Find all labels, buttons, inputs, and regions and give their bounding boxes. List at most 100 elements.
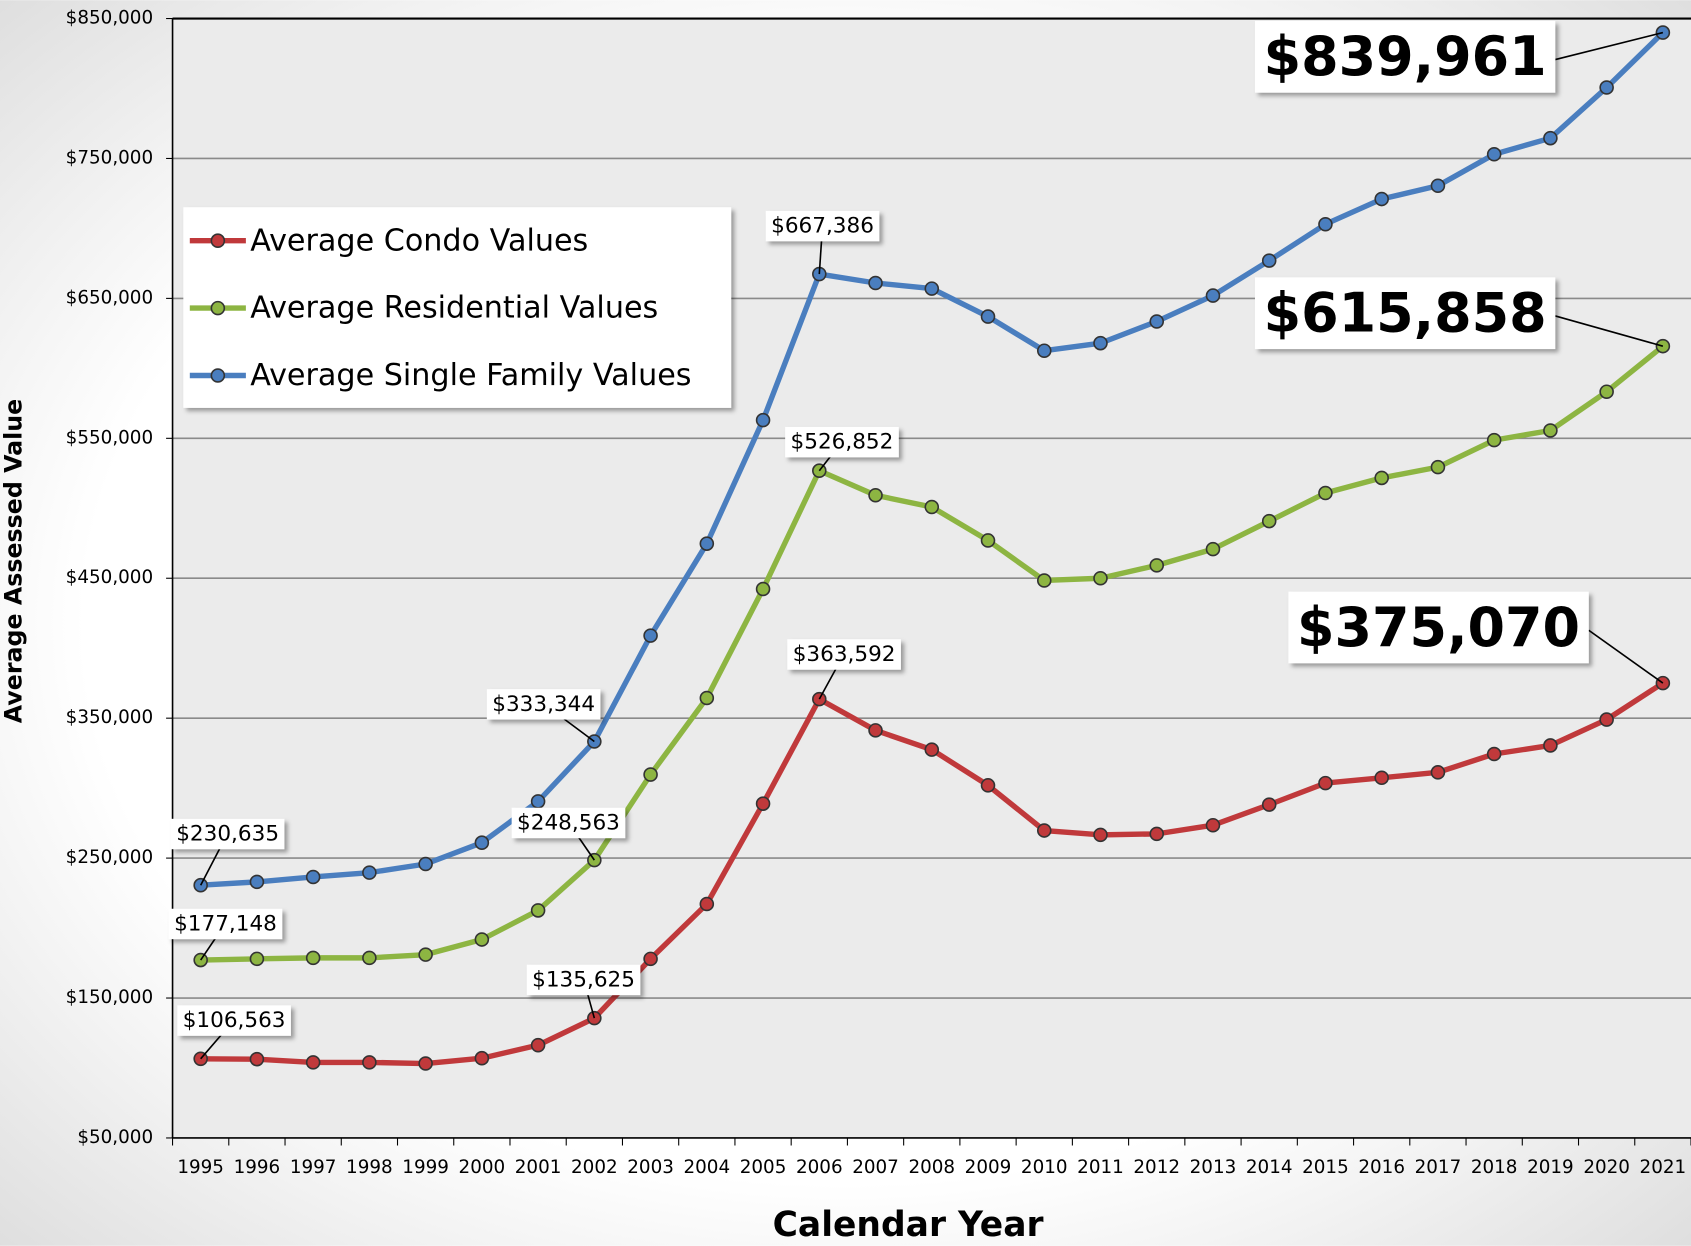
data-label-text: $230,635 [176, 822, 279, 847]
point [1599, 712, 1614, 727]
x-tick-label: 2014 [1246, 1157, 1293, 1178]
point [1430, 459, 1446, 475]
y-tick-label: $150,000 [66, 987, 153, 1008]
legend-box [183, 207, 732, 408]
point [643, 951, 658, 967]
data-label: $177,148 [168, 908, 283, 961]
x-tick-label: 2018 [1471, 1157, 1518, 1178]
x-tick-label: 2019 [1527, 1157, 1574, 1178]
label-box [511, 807, 626, 839]
legend-label: Average Single Family Values [250, 358, 691, 393]
point [1599, 80, 1614, 95]
data-label: $135,625 [526, 964, 641, 1019]
leader-line [1555, 31, 1664, 61]
point [924, 742, 940, 757]
point [755, 581, 771, 597]
point [868, 723, 883, 738]
point [418, 856, 433, 872]
point [868, 487, 883, 503]
point [530, 1037, 546, 1053]
point [474, 1050, 490, 1066]
point [1205, 541, 1221, 557]
x-axis-title: Calendar Year [773, 1205, 1044, 1245]
x-tick-label: 1998 [346, 1157, 393, 1178]
data-label-text: $363,592 [793, 642, 896, 667]
point [699, 536, 715, 551]
point [474, 932, 490, 947]
y-tick-label: $250,000 [66, 847, 153, 868]
label-box [486, 689, 601, 720]
data-label-text: $667,386 [771, 214, 874, 239]
point [193, 877, 208, 893]
point [1149, 314, 1165, 329]
point [193, 952, 208, 968]
y-tick-label: $450,000 [66, 567, 153, 588]
label-box [526, 964, 641, 996]
point [249, 951, 265, 967]
data-label-text: $106,563 [183, 1008, 286, 1033]
point [1374, 470, 1389, 486]
legend-marker [210, 233, 226, 248]
point [699, 896, 715, 912]
x-tick-label: 1999 [402, 1157, 449, 1178]
label-box [765, 210, 880, 242]
x-tick-label: 2001 [515, 1157, 562, 1178]
x-tick-label: 2017 [1415, 1157, 1462, 1178]
x-tick-label: 2003 [627, 1157, 674, 1178]
x-tick-label: 2010 [1021, 1157, 1068, 1178]
x-tick-label: 1996 [234, 1157, 281, 1178]
x-tick-label: 2021 [1640, 1157, 1687, 1178]
data-label: $839,961 [1254, 20, 1664, 93]
data-label: $248,563 [511, 807, 626, 861]
point [1599, 384, 1614, 399]
legend-marker [210, 300, 226, 316]
point [587, 734, 602, 749]
point [1543, 738, 1558, 753]
point [1205, 817, 1221, 833]
point [1543, 423, 1558, 438]
data-label-text: $177,148 [174, 911, 277, 936]
point [1543, 130, 1558, 146]
point [1205, 288, 1221, 303]
label-box [1288, 591, 1589, 664]
y-tick-label: $850,000 [66, 8, 153, 29]
point [418, 1056, 433, 1071]
point [1261, 513, 1277, 529]
data-label: $526,852 [785, 426, 899, 472]
point [924, 281, 940, 296]
point [1036, 573, 1052, 588]
label-box [170, 818, 285, 850]
data-label-text: $526,852 [791, 430, 894, 455]
point [755, 412, 771, 428]
point [1486, 432, 1502, 448]
data-label: $615,858 [1254, 277, 1664, 350]
x-tick-label: 2012 [1133, 1157, 1180, 1178]
label-box [168, 908, 283, 940]
point [1036, 343, 1052, 359]
x-tick-label: 1997 [290, 1157, 337, 1178]
leader-line [1555, 315, 1664, 347]
legend-label: Average Residential Values [250, 291, 658, 326]
y-tick-label: $50,000 [77, 1127, 153, 1148]
x-tick-label: 2016 [1358, 1157, 1405, 1178]
point [1655, 25, 1671, 40]
x-tick-label: 1995 [177, 1157, 224, 1178]
point [755, 796, 771, 811]
x-tick-label: 2009 [965, 1157, 1012, 1178]
point [1430, 765, 1446, 780]
point [924, 499, 940, 515]
data-label-text: $333,344 [492, 692, 595, 717]
point [530, 903, 546, 918]
point [1430, 178, 1446, 194]
point [305, 950, 321, 966]
x-tick-label: 2000 [459, 1157, 506, 1178]
point [980, 778, 996, 793]
y-tick-label: $750,000 [66, 147, 153, 168]
point [362, 1055, 377, 1070]
data-label-text: $135,625 [532, 967, 635, 992]
label-box [177, 1005, 291, 1036]
point [1486, 746, 1502, 762]
point [643, 767, 658, 782]
point [362, 865, 377, 880]
point [1261, 797, 1277, 812]
